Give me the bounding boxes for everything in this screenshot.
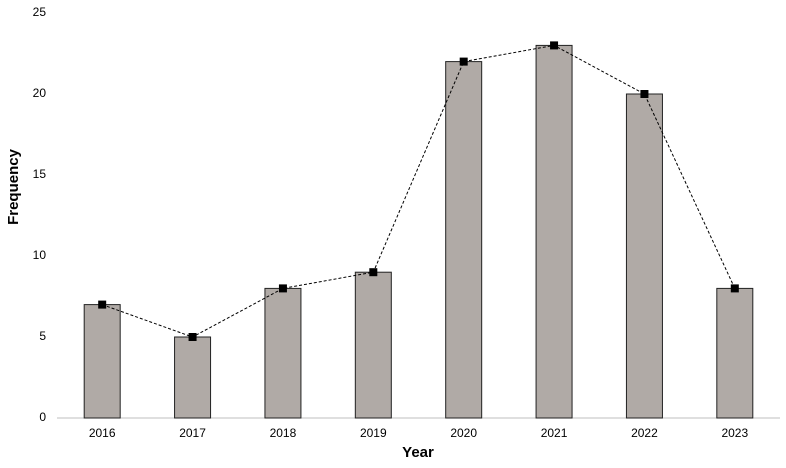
bar	[445, 61, 483, 419]
bar	[354, 271, 392, 419]
x-tick-label: 2019	[360, 426, 387, 440]
y-tick-label: 10	[33, 248, 47, 262]
point-marker	[188, 333, 197, 341]
x-tick-label: 2020	[450, 426, 477, 440]
trend-line	[102, 44, 736, 338]
point-marker	[278, 284, 287, 293]
x-tick-label: 2016	[89, 426, 116, 440]
y-tick-label: 0	[39, 410, 46, 424]
y-tick-label: 15	[33, 167, 47, 181]
point-marker	[730, 284, 739, 293]
bar	[535, 44, 573, 419]
point-marker	[640, 90, 649, 98]
x-tick-label: 2022	[631, 426, 658, 440]
point-marker	[369, 268, 378, 277]
point-marker	[550, 41, 559, 50]
bar	[716, 287, 754, 419]
y-tick-label: 25	[33, 5, 47, 19]
x-tick-label: 2023	[721, 426, 748, 440]
x-tick-label: 2018	[270, 426, 297, 440]
bar	[83, 304, 121, 419]
bar	[264, 287, 302, 419]
x-tick-label: 2021	[541, 426, 568, 440]
bar	[625, 93, 663, 419]
y-axis-title: Frequency	[5, 148, 22, 225]
bar	[174, 336, 212, 419]
point-marker	[98, 300, 107, 309]
y-tick-label: 5	[39, 329, 46, 343]
y-tick-label: 20	[33, 86, 47, 100]
x-tick-label: 2017	[179, 426, 206, 440]
x-axis-title: Year	[402, 444, 434, 461]
point-marker	[459, 57, 468, 66]
